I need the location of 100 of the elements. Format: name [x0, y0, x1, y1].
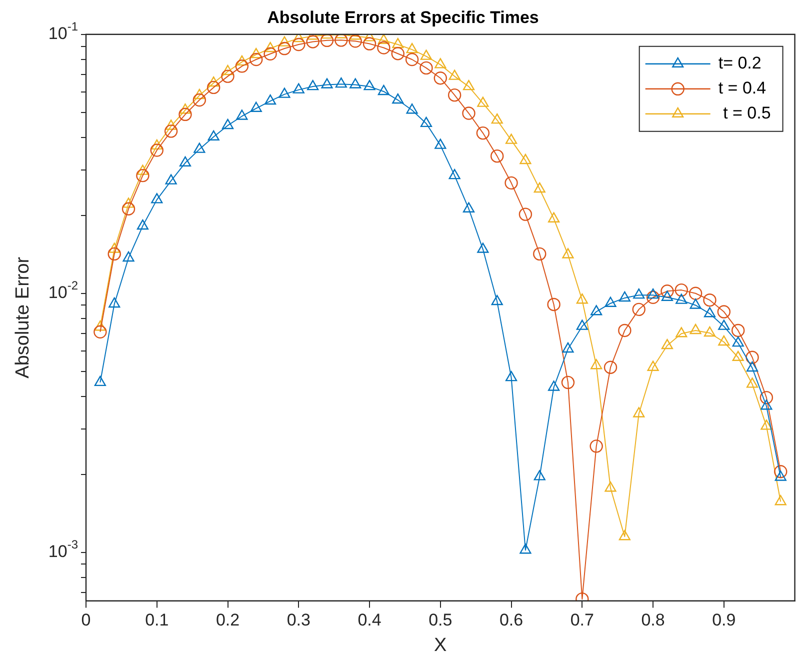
point — [278, 88, 290, 98]
x-tick-label: 0.9 — [712, 610, 736, 630]
point — [676, 294, 688, 304]
point — [760, 390, 774, 404]
point — [703, 293, 716, 307]
point — [378, 34, 390, 44]
point — [746, 350, 759, 364]
point — [321, 78, 333, 88]
point — [477, 96, 489, 107]
point — [434, 72, 447, 85]
point — [604, 296, 616, 307]
point — [406, 104, 418, 114]
point — [236, 55, 248, 66]
point — [94, 376, 106, 386]
point — [362, 37, 376, 50]
point — [278, 42, 292, 56]
point — [192, 93, 206, 107]
point — [718, 335, 730, 346]
point — [179, 104, 192, 114]
point — [250, 52, 263, 66]
point — [264, 42, 276, 52]
point — [264, 47, 277, 60]
legend-label: t = 0.5 — [718, 104, 771, 123]
point — [590, 440, 603, 453]
point — [250, 48, 262, 58]
point — [690, 298, 702, 309]
x-tick-label: 0.6 — [499, 610, 524, 630]
point — [150, 144, 164, 157]
point — [151, 139, 163, 150]
point — [547, 298, 560, 312]
point — [108, 247, 121, 261]
point — [676, 327, 688, 338]
point — [221, 70, 234, 83]
point — [194, 142, 206, 153]
point — [136, 168, 150, 182]
point — [491, 113, 503, 124]
point — [518, 208, 532, 221]
point — [633, 407, 645, 418]
point — [661, 290, 674, 301]
point — [236, 110, 248, 120]
x-axis-title: X — [434, 634, 448, 656]
point — [420, 61, 433, 75]
point — [604, 360, 618, 374]
point — [760, 420, 772, 430]
point — [378, 84, 390, 96]
point — [717, 305, 731, 318]
point — [760, 400, 772, 410]
point — [165, 174, 177, 184]
point — [504, 176, 518, 190]
point — [562, 248, 574, 258]
point — [576, 293, 588, 304]
point — [618, 291, 630, 302]
point — [206, 80, 220, 94]
point — [646, 290, 660, 304]
point — [264, 94, 276, 105]
point — [534, 182, 546, 193]
point — [307, 80, 319, 90]
chart-title: Absolute Errors at Specific Times — [267, 8, 539, 27]
point — [306, 35, 320, 48]
point — [278, 36, 290, 46]
y-axis-title: Absolute Error — [12, 256, 34, 378]
point — [94, 320, 106, 331]
x-tick-label: 0.4 — [358, 610, 382, 630]
point — [690, 324, 702, 334]
point — [604, 482, 616, 492]
point — [576, 320, 588, 330]
point — [774, 465, 788, 478]
legend-label: t= 0.2 — [718, 54, 762, 73]
point — [548, 380, 560, 391]
point — [235, 60, 249, 73]
point — [520, 544, 532, 554]
point — [136, 219, 148, 230]
point — [661, 338, 674, 350]
point — [731, 324, 745, 338]
point — [164, 124, 178, 138]
point — [320, 34, 334, 48]
point — [222, 64, 234, 76]
point — [391, 47, 404, 60]
point — [561, 376, 575, 390]
point — [178, 108, 192, 121]
point — [179, 156, 192, 167]
point — [590, 305, 602, 316]
point — [434, 58, 446, 68]
point — [122, 202, 136, 216]
point — [732, 350, 744, 361]
point — [718, 320, 730, 330]
x-tick-label: 0.3 — [286, 610, 310, 630]
point — [674, 283, 688, 297]
point — [364, 80, 376, 90]
point — [618, 530, 630, 540]
point — [377, 41, 390, 54]
point — [292, 34, 304, 42]
point — [490, 149, 504, 163]
point — [151, 193, 163, 204]
point — [136, 164, 148, 175]
point — [420, 116, 432, 128]
point — [334, 34, 348, 47]
x-tick-label: 0 — [81, 610, 91, 630]
point — [462, 106, 476, 120]
point — [562, 342, 574, 353]
